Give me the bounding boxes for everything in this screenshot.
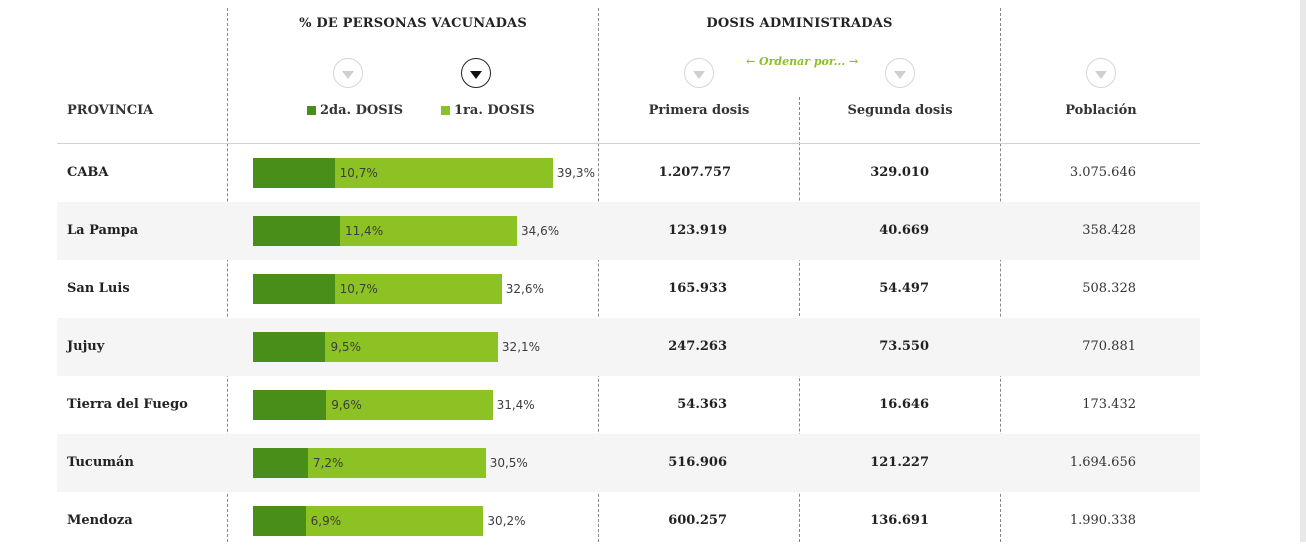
pct-1ra-label: 30,5% <box>489 456 528 470</box>
primera-dosis-value: 516.906 <box>668 455 727 470</box>
divider-pct-right <box>598 8 599 542</box>
ordenar-por-hint: ← Ordenar por... → <box>746 55 859 68</box>
provincia-name: CABA <box>67 165 109 180</box>
sort-down-icon <box>470 70 482 79</box>
pct-2da-label: 9,6% <box>331 398 362 412</box>
poblacion-value: 1.694.656 <box>1069 455 1136 470</box>
legend-1ra-swatch <box>441 106 450 115</box>
pct-2da-label: 6,9% <box>310 514 342 528</box>
pct-1ra-label: 32,6% <box>505 282 544 296</box>
table-row[interactable]: Mendoza 6,9% 30,2% 600.257 136.691 1.990… <box>57 492 1200 550</box>
legend-1ra-label: 1ra. DOSIS <box>454 103 535 118</box>
segunda-dosis-value: 329.010 <box>870 165 929 180</box>
pct-2da-label: 9,5% <box>330 340 361 354</box>
sort-down-icon <box>1095 70 1107 79</box>
header-provincia: PROVINCIA <box>67 103 154 118</box>
legend-2da-dosis: 2da. DOSIS <box>307 103 403 118</box>
bar-2da-dosis <box>253 448 308 478</box>
table-row[interactable]: San Luis 10,7% 32,6% 165.933 54.497 508.… <box>57 260 1200 318</box>
primera-dosis-value: 247.263 <box>668 339 727 354</box>
table-row[interactable]: Tucumán 7,2% 30,5% 516.906 121.227 1.694… <box>57 434 1200 492</box>
bar-2da-dosis <box>253 216 340 246</box>
provincia-name: Tierra del Fuego <box>67 397 188 412</box>
table-row[interactable]: CABA 10,7% 39,3% 1.207.757 329.010 3.075… <box>57 144 1200 202</box>
header-divider <box>57 143 1200 144</box>
sort-segunda-dosis-button[interactable] <box>885 58 915 88</box>
sort-2da-dosis-button[interactable] <box>333 58 363 88</box>
pct-1ra-label: 39,3% <box>556 166 595 180</box>
pct-2da-label: 11,4% <box>344 224 384 238</box>
segunda-dosis-value: 54.497 <box>879 281 929 296</box>
header-primera-dosis: Primera dosis <box>648 103 750 118</box>
provincia-name: La Pampa <box>67 223 139 238</box>
legend-1ra-dosis: 1ra. DOSIS <box>441 103 535 118</box>
segunda-dosis-value: 40.669 <box>879 223 929 238</box>
pct-2da-label: 7,2% <box>312 456 344 470</box>
sort-down-icon <box>894 70 906 79</box>
table-row[interactable]: Tierra del Fuego 9,6% 31,4% 54.363 16.64… <box>57 376 1200 434</box>
legend-2da-label: 2da. DOSIS <box>320 103 404 118</box>
primera-dosis-value: 54.363 <box>677 397 727 412</box>
sort-1ra-dosis-button[interactable] <box>461 58 491 88</box>
pct-2da-label: 10,7% <box>339 282 378 296</box>
bar-2da-dosis <box>253 390 327 420</box>
header-segunda-dosis: Segunda dosis <box>847 103 953 118</box>
sort-down-icon <box>342 70 354 79</box>
sort-down-icon <box>693 70 705 79</box>
bar-2da-dosis <box>253 158 335 188</box>
primera-dosis-value: 165.933 <box>668 281 727 296</box>
bar-2da-dosis <box>253 274 335 304</box>
segunda-dosis-value: 16.646 <box>879 397 929 412</box>
primera-dosis-value: 123.919 <box>668 223 727 238</box>
divider-dosis-right <box>1000 8 1001 542</box>
provincia-name: Mendoza <box>67 513 133 528</box>
header-dosis-administradas: DOSIS ADMINISTRADAS <box>706 16 893 31</box>
legend-2da-swatch <box>307 106 316 115</box>
table-row[interactable]: La Pampa 11,4% 34,6% 123.919 40.669 358.… <box>57 202 1200 260</box>
header-poblacion: Población <box>1065 103 1137 118</box>
sort-primera-dosis-button[interactable] <box>684 58 714 88</box>
sort-poblacion-button[interactable] <box>1086 58 1116 88</box>
pct-1ra-label: 30,2% <box>487 514 526 528</box>
primera-dosis-value: 1.207.757 <box>658 165 731 180</box>
provincia-name: San Luis <box>67 281 130 296</box>
segunda-dosis-value: 73.550 <box>879 339 929 354</box>
provincia-name: Jujuy <box>67 339 105 354</box>
primera-dosis-value: 600.257 <box>668 513 727 528</box>
segunda-dosis-value: 136.691 <box>870 513 929 528</box>
pct-2da-label: 10,7% <box>339 166 378 180</box>
scrollbar[interactable] <box>1300 0 1306 542</box>
pct-1ra-label: 31,4% <box>496 398 535 412</box>
divider-pct-left <box>227 8 228 542</box>
poblacion-value: 770.881 <box>1082 339 1136 354</box>
poblacion-value: 3.075.646 <box>1069 165 1136 180</box>
pct-1ra-label: 34,6% <box>520 224 560 238</box>
table-row[interactable]: Jujuy 9,5% 32,1% 247.263 73.550 770.881 <box>57 318 1200 376</box>
poblacion-value: 508.328 <box>1082 281 1136 296</box>
poblacion-value: 1.990.338 <box>1069 513 1136 528</box>
provincia-name: Tucumán <box>67 455 134 470</box>
bar-2da-dosis <box>253 506 306 536</box>
bar-2da-dosis <box>253 332 326 362</box>
poblacion-value: 173.432 <box>1082 397 1136 412</box>
header-pct-vacunadas: % DE PERSONAS VACUNADAS <box>299 16 527 31</box>
poblacion-value: 358.428 <box>1082 223 1136 238</box>
segunda-dosis-value: 121.227 <box>870 455 929 470</box>
pct-1ra-label: 32,1% <box>501 340 541 354</box>
